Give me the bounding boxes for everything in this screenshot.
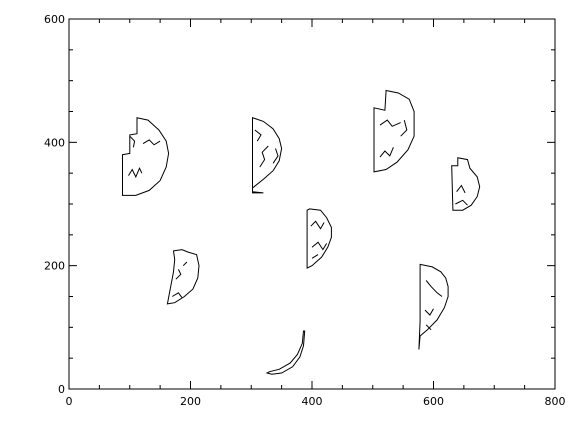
contour-region-2 (252, 117, 283, 194)
contour-outline (122, 117, 170, 196)
contour-region-1 (122, 117, 170, 196)
x-tick-label: 600 (423, 395, 444, 408)
contour-region-8 (265, 330, 306, 375)
contour-line (172, 292, 183, 298)
x-tick-label: 400 (302, 395, 323, 408)
contour-outline (252, 117, 283, 194)
y-tick-label: 200 (44, 260, 65, 273)
contour-outline (451, 157, 481, 211)
contour-line (425, 280, 443, 297)
contour-line (254, 129, 262, 142)
contour-region-3 (373, 89, 415, 173)
contour-region-6 (166, 249, 200, 305)
contour-outline (418, 263, 449, 350)
contour-line (424, 308, 434, 316)
contour-region-4 (451, 157, 481, 211)
contour-line (128, 166, 143, 179)
axis-ticks (68, 18, 556, 390)
contour-outline (265, 330, 306, 375)
contour-line (259, 145, 269, 168)
contour-line (425, 324, 432, 331)
plot-frame (68, 18, 556, 390)
y-tick-label: 400 (44, 136, 65, 149)
contour-line (142, 139, 161, 146)
contour-line (400, 119, 408, 137)
contour-region-7 (418, 263, 449, 350)
y-tick-label: 0 (58, 383, 65, 396)
x-tick-label: 200 (180, 395, 201, 408)
contour-region-5 (306, 208, 332, 269)
contour-outline (166, 249, 200, 305)
contour-line (379, 119, 401, 127)
y-tick-label: 600 (44, 13, 65, 26)
contour-line (182, 261, 188, 267)
contour-line (311, 241, 328, 251)
contour-outline (306, 208, 332, 269)
contour-line (379, 147, 394, 158)
contour-line (455, 199, 468, 206)
x-tick-label: 0 (66, 395, 73, 408)
contour-line (175, 269, 182, 280)
contour-line (129, 135, 136, 148)
contour-line (272, 148, 279, 164)
contour-regions (122, 89, 481, 375)
contour-line (310, 220, 325, 230)
contour-outline (373, 89, 415, 173)
contour-line (456, 184, 466, 194)
axis-tick-labels: 0 200 400 600 800 0 200 400 600 (44, 13, 566, 408)
contour-line (311, 254, 319, 259)
x-tick-label: 800 (545, 395, 566, 408)
